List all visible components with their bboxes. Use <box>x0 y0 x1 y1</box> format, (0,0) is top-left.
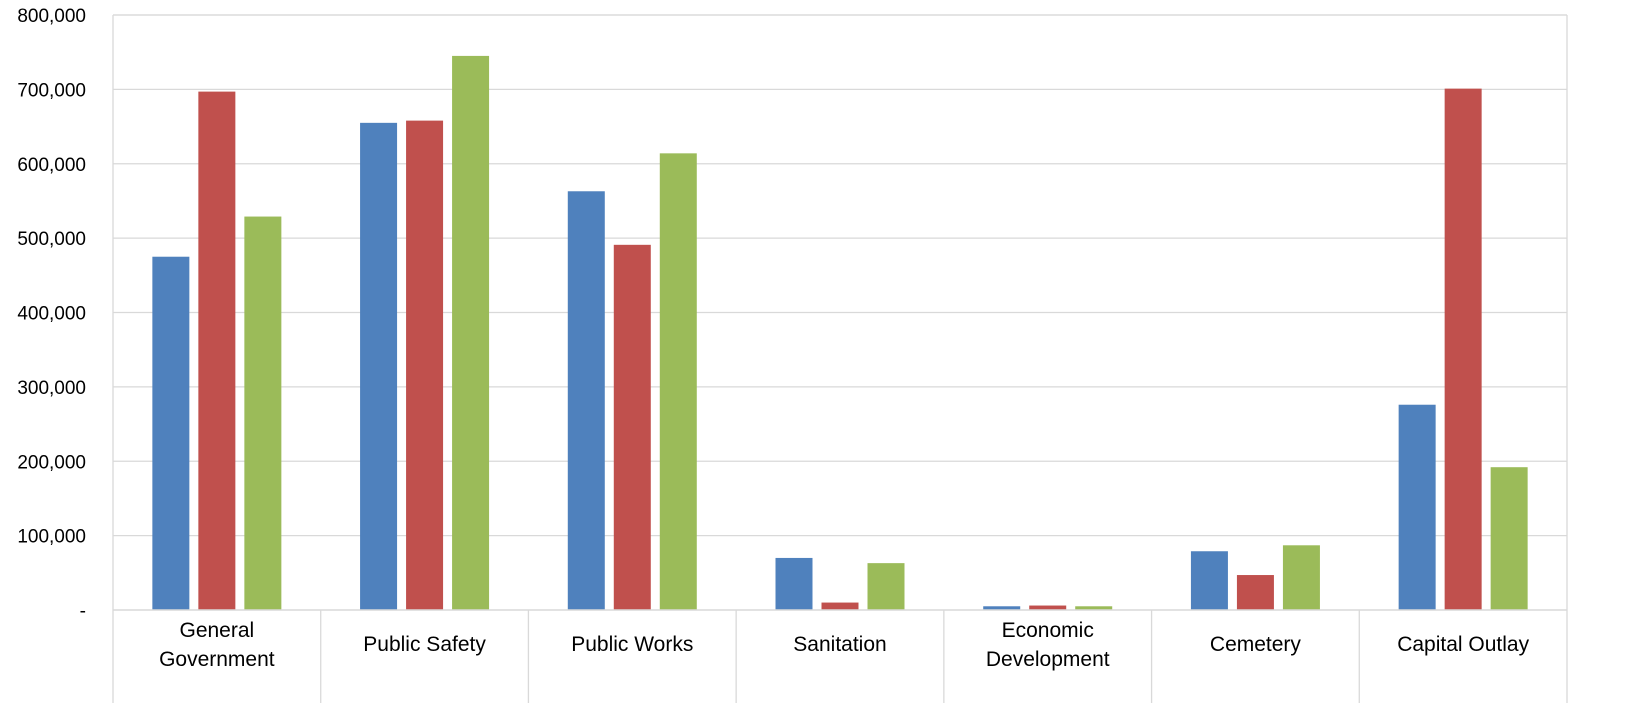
x-tick-label-line: General <box>179 619 254 642</box>
axis-labels: - 100,000 200,000 300,000 400,000 500,000 600,… <box>17 6 1529 671</box>
y-tick-label: 100,000 <box>17 527 86 548</box>
y-tick-label: 200,000 <box>17 452 86 473</box>
x-tick-label: Economic Development <box>986 619 1110 671</box>
x-tick-label-line: Economic <box>1002 619 1094 642</box>
bar <box>1075 606 1113 610</box>
bar <box>983 606 1021 610</box>
bar <box>198 91 236 610</box>
x-tick-label: Cemetery <box>1210 633 1302 656</box>
bar <box>867 563 905 610</box>
bar <box>152 256 190 610</box>
gridlines <box>112 14 1568 703</box>
bar <box>659 153 697 610</box>
bar <box>1398 404 1436 610</box>
y-tick-label: 600,000 <box>17 155 86 176</box>
bar <box>452 55 490 610</box>
bar <box>567 191 605 611</box>
bar <box>775 557 813 610</box>
bar <box>1190 551 1228 610</box>
x-tick-label: General Government <box>159 619 275 671</box>
bar <box>1236 575 1274 610</box>
x-tick-label: Capital Outlay <box>1397 633 1529 656</box>
x-tick-label: Public Safety <box>363 633 486 656</box>
x-tick-label-line: Development <box>986 648 1110 671</box>
bar <box>1444 88 1482 611</box>
y-tick-label: 500,000 <box>17 229 86 250</box>
y-tick-label: - <box>80 601 86 622</box>
bar <box>821 602 859 610</box>
y-tick-label: 800,000 <box>17 6 86 27</box>
x-tick-label-line: Government <box>159 648 275 671</box>
bar <box>1029 605 1067 610</box>
x-tick-label: Sanitation <box>793 633 886 656</box>
bar <box>360 122 398 610</box>
y-tick-label: 400,000 <box>17 304 86 325</box>
category-axis <box>113 609 1567 703</box>
bar <box>1282 545 1320 610</box>
bars <box>152 55 1528 611</box>
x-tick-label: Public Works <box>571 633 693 656</box>
y-tick-label: 300,000 <box>17 378 86 399</box>
bar <box>406 120 444 611</box>
bar <box>1490 467 1528 610</box>
y-tick-label: 700,000 <box>17 80 86 101</box>
bar <box>613 244 651 610</box>
bar <box>244 216 282 610</box>
